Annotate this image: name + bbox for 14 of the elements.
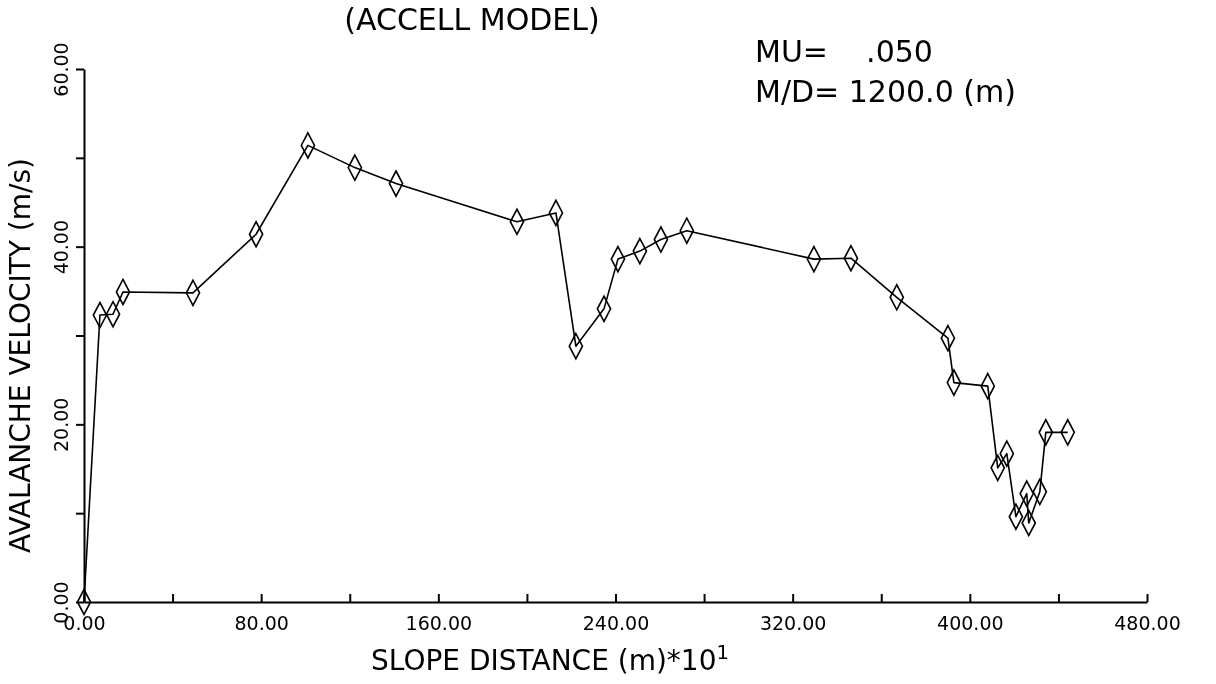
x-tick-label: 320.00 — [759, 611, 827, 634]
text: MU= .050 — [755, 34, 933, 69]
chart-title: (ACCELL MODEL) — [344, 2, 600, 37]
x-tick-label: 400.00 — [937, 611, 1004, 634]
x-tick-label: 480.00 — [1114, 611, 1181, 634]
x-tick-label: 240.00 — [582, 611, 650, 634]
y-tick-label: 40.00 — [49, 219, 72, 275]
x-axis-title: SLOPE DISTANCE (m)*10$^{1}$ — [371, 640, 729, 677]
y-tick-label: 60.00 — [49, 42, 72, 97]
y-axis-title: AVALANCHE VELOCITY (m/s) — [4, 158, 37, 553]
x-tick-label: 160.00 — [405, 611, 473, 634]
x-tick-label: 80.00 — [234, 611, 289, 634]
annotation: M/D= 1200.0 (m) — [755, 74, 1016, 109]
y-tick-label: 20.00 — [49, 397, 72, 453]
